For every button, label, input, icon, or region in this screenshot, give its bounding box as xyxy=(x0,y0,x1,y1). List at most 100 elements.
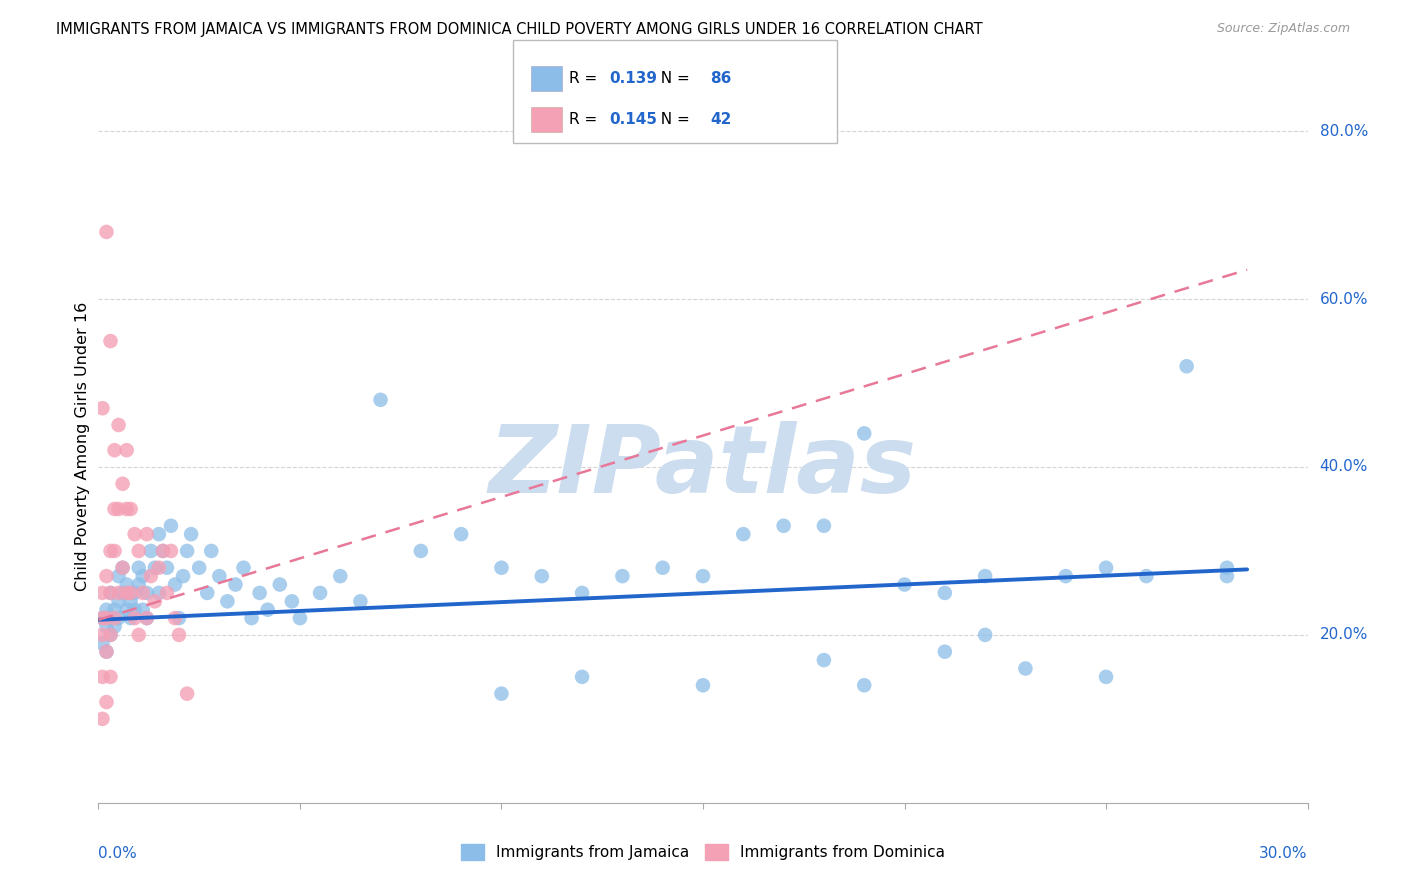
Point xyxy=(853,426,876,441)
Text: 40.0%: 40.0% xyxy=(1320,459,1368,475)
Point xyxy=(148,560,170,574)
Point xyxy=(163,611,186,625)
Point xyxy=(200,544,222,558)
Point xyxy=(120,594,142,608)
Point xyxy=(100,611,122,625)
Point xyxy=(120,611,142,625)
Point xyxy=(813,653,835,667)
Point xyxy=(853,678,876,692)
Point xyxy=(1175,359,1198,374)
Point xyxy=(115,577,138,591)
Point xyxy=(349,594,371,608)
Point xyxy=(329,569,352,583)
Point xyxy=(491,687,513,701)
Legend: Immigrants from Jamaica, Immigrants from Dominica: Immigrants from Jamaica, Immigrants from… xyxy=(456,838,950,866)
Point xyxy=(103,443,125,458)
Point xyxy=(1095,560,1118,574)
Point xyxy=(409,544,432,558)
Point xyxy=(156,560,179,574)
Text: 0.145: 0.145 xyxy=(609,112,657,128)
Text: 0.139: 0.139 xyxy=(609,70,657,86)
Point xyxy=(974,628,997,642)
Point xyxy=(91,628,114,642)
Point xyxy=(100,586,122,600)
Point xyxy=(148,527,170,541)
Point xyxy=(115,603,138,617)
Point xyxy=(288,611,311,625)
Point xyxy=(135,527,157,541)
Point xyxy=(934,645,956,659)
Point xyxy=(167,628,190,642)
Text: ZIPatlas: ZIPatlas xyxy=(489,421,917,514)
Point xyxy=(124,603,146,617)
Point xyxy=(813,518,835,533)
Point xyxy=(100,628,122,642)
Point xyxy=(111,560,134,574)
Point xyxy=(115,502,138,516)
Text: N =: N = xyxy=(651,70,695,86)
Point xyxy=(115,443,138,458)
Point xyxy=(152,544,174,558)
Point xyxy=(91,401,114,416)
Point xyxy=(217,594,239,608)
Point xyxy=(132,586,155,600)
Point xyxy=(96,645,118,659)
Point xyxy=(107,586,129,600)
Point xyxy=(132,569,155,583)
Point xyxy=(103,619,125,633)
Point xyxy=(651,560,673,574)
Point xyxy=(269,577,291,591)
Point xyxy=(128,544,150,558)
Point xyxy=(370,392,392,407)
Point xyxy=(96,619,118,633)
Point xyxy=(100,544,122,558)
Text: Source: ZipAtlas.com: Source: ZipAtlas.com xyxy=(1216,22,1350,36)
Point xyxy=(156,586,179,600)
Point xyxy=(124,527,146,541)
Point xyxy=(91,712,114,726)
Point xyxy=(107,417,129,432)
Text: 20.0%: 20.0% xyxy=(1320,627,1368,642)
Point xyxy=(733,527,755,541)
Point xyxy=(139,569,162,583)
Point xyxy=(612,569,634,583)
Point xyxy=(139,544,162,558)
Point xyxy=(1054,569,1077,583)
Text: 86: 86 xyxy=(710,70,731,86)
Point xyxy=(1135,569,1157,583)
Point xyxy=(96,569,118,583)
Point xyxy=(240,611,263,625)
Point xyxy=(571,586,593,600)
Point xyxy=(224,577,246,591)
Point xyxy=(172,569,194,583)
Point xyxy=(491,560,513,574)
Point xyxy=(100,670,122,684)
Point xyxy=(148,586,170,600)
Text: 30.0%: 30.0% xyxy=(1260,846,1308,861)
Point xyxy=(772,518,794,533)
Point xyxy=(135,586,157,600)
Text: 80.0%: 80.0% xyxy=(1320,124,1368,138)
Point xyxy=(124,611,146,625)
Point xyxy=(128,628,150,642)
Point xyxy=(249,586,271,600)
Point xyxy=(107,569,129,583)
Text: 42: 42 xyxy=(710,112,731,128)
Point xyxy=(124,586,146,600)
Text: N =: N = xyxy=(651,112,695,128)
Point xyxy=(103,603,125,617)
Point xyxy=(111,586,134,600)
Point xyxy=(100,628,122,642)
Point xyxy=(91,670,114,684)
Point xyxy=(91,636,114,650)
Point xyxy=(530,569,553,583)
Point xyxy=(176,687,198,701)
Point xyxy=(96,611,118,625)
Point xyxy=(103,502,125,516)
Point xyxy=(135,611,157,625)
Point xyxy=(143,594,166,608)
Text: 0.0%: 0.0% xyxy=(98,846,138,861)
Point xyxy=(167,611,190,625)
Point xyxy=(91,586,114,600)
Point xyxy=(100,334,122,348)
